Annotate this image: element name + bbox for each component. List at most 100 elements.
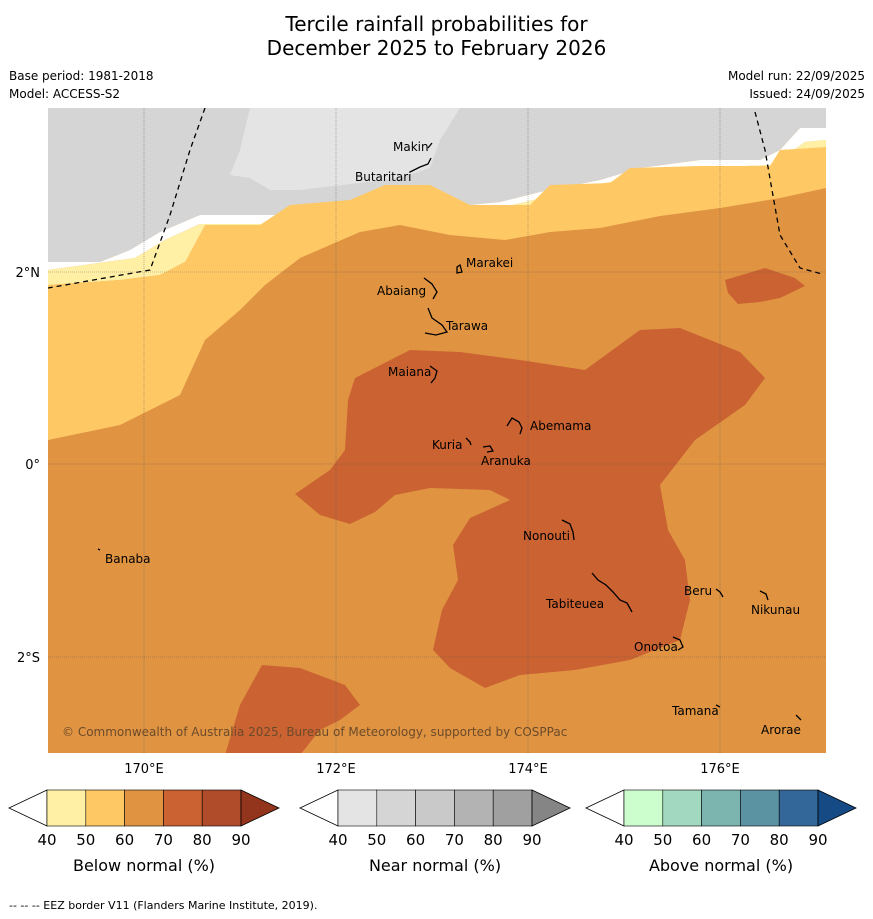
- near-colorbar-tick: 90: [522, 831, 541, 849]
- below-70-80-region-east: [725, 268, 805, 304]
- label-nikunau: Nikunau: [751, 603, 800, 617]
- beru-coast: [715, 588, 724, 598]
- abaiang-coast: [423, 277, 438, 300]
- lat-label-2n: 2°N: [16, 266, 41, 281]
- label-kuria: Kuria: [432, 438, 463, 452]
- near-colorbar-cell: [492, 789, 533, 827]
- probability-map: Makin Butaritari Marakei Abaiang Tarawa …: [48, 108, 826, 753]
- above-colorbar-under: [585, 789, 625, 827]
- near-colorbar-under: [299, 789, 339, 827]
- below-colorbar-label: Below normal (%): [73, 856, 215, 875]
- above-colorbar-tick: 80: [770, 831, 789, 849]
- tamana-coast: [715, 704, 721, 708]
- label-tabiteuea: Tabiteuea: [545, 597, 604, 611]
- below-colorbar-cell: [201, 789, 242, 827]
- near-colorbar-cell: [376, 789, 416, 827]
- near-colorbar-label: Near normal (%): [369, 856, 501, 875]
- below-70-80-region-southwest: [225, 665, 360, 753]
- above-colorbar-cell: [662, 789, 702, 827]
- eez-border-west: [48, 108, 206, 289]
- makin-coast: [427, 142, 433, 149]
- model-name: Model: ACCESS-S2: [9, 87, 121, 101]
- meta-left: Base period: 1981-2018 Model: ACCESS-S2: [9, 67, 154, 103]
- colorbar-above-normal: 40 50 60 70 80 90 Above normal (%): [585, 789, 857, 875]
- colorbar-near-normal: 40 50 60 70 80 90 Near normal (%): [299, 789, 571, 875]
- label-arorae: Arorae: [761, 723, 801, 737]
- label-aranuka: Aranuka: [481, 454, 531, 468]
- onotoa-coast: [672, 636, 684, 651]
- below-colorbar-cell: [85, 789, 125, 827]
- near-colorbar-cell: [415, 789, 455, 827]
- label-tarawa: Tarawa: [445, 319, 488, 333]
- above-colorbar-tick: 60: [692, 831, 711, 849]
- below-colorbar-tick: 50: [76, 831, 95, 849]
- lon-label-174e: 174°E: [508, 762, 548, 777]
- label-onotoa: Onotoa: [634, 640, 678, 654]
- above-colorbar-cell: [740, 789, 780, 827]
- below-colorbar-under: [8, 789, 48, 827]
- label-abaiang: Abaiang: [377, 284, 426, 298]
- below-colorbar-cell: [46, 789, 87, 827]
- label-abemama: Abemama: [530, 419, 591, 433]
- tabiteuea-coast: [591, 572, 633, 613]
- above-colorbar-cell: [623, 789, 664, 827]
- label-tamana: Tamana: [671, 704, 719, 718]
- label-beru: Beru: [684, 584, 712, 598]
- above-colorbar-tick: 90: [808, 831, 827, 849]
- below-colorbar-cell: [124, 789, 164, 827]
- banaba-coast: [97, 548, 101, 551]
- below-70-80-region-central: [295, 328, 765, 688]
- below-colorbar-tick: 60: [115, 831, 134, 849]
- map-title: Tercile rainfall probabilities for Decem…: [0, 12, 873, 60]
- near-colorbar-tick: 40: [328, 831, 347, 849]
- near-colorbar-cell: [454, 789, 494, 827]
- colorbar-below-normal: 40 50 60 70 80 90 Below normal (%): [8, 789, 280, 875]
- title-line-1: Tercile rainfall probabilities for: [285, 12, 588, 36]
- above-colorbar-cell: [778, 789, 819, 827]
- below-colorbar-cell: [163, 789, 203, 827]
- label-maiana: Maiana: [388, 365, 431, 379]
- above-colorbar-tick: 50: [653, 831, 672, 849]
- place-labels: Makin Butaritari Marakei Abaiang Tarawa …: [105, 140, 801, 737]
- butaritari-coast: [409, 157, 432, 173]
- lat-label-0: 0°: [25, 458, 40, 473]
- copyright-notice: © Commonwealth of Australia 2025, Bureau…: [62, 725, 567, 739]
- near-colorbar-cell: [337, 789, 378, 827]
- issued-date: Issued: 24/09/2025: [749, 87, 865, 101]
- below-colorbar-tick: 70: [154, 831, 173, 849]
- near-colorbar-tick: 60: [406, 831, 425, 849]
- model-run: Model run: 22/09/2025: [727, 69, 865, 83]
- lon-label-176e: 176°E: [700, 762, 740, 777]
- above-colorbar-over: [817, 789, 857, 827]
- nikunau-coast: [759, 590, 769, 601]
- above-colorbar-cell: [701, 789, 741, 827]
- lon-label-172e: 172°E: [316, 762, 356, 777]
- maiana-coast: [429, 365, 438, 384]
- kuria-coast: [465, 437, 472, 446]
- label-makin: Makin: [393, 140, 429, 154]
- white-band: [48, 128, 826, 270]
- near-colorbar-tick: 70: [445, 831, 464, 849]
- nonouti-coast: [561, 519, 575, 541]
- eez-border-east: [754, 111, 823, 275]
- label-nonouti: Nonouti: [523, 529, 570, 543]
- abemama-coast: [506, 417, 523, 435]
- marakei-coast: [456, 263, 463, 274]
- below-colorbar-tick: 90: [231, 831, 250, 849]
- island-outlines: [97, 142, 802, 721]
- label-marakei: Marakei: [466, 256, 513, 270]
- below-colorbar-tick: 40: [37, 831, 56, 849]
- label-butaritari: Butaritari: [355, 170, 412, 184]
- above-colorbar-label: Above normal (%): [649, 856, 793, 875]
- below-colorbar-tick: 80: [193, 831, 212, 849]
- meta-right: Model run: 22/09/2025 Issued: 24/09/2025: [728, 67, 865, 103]
- longitude-labels: 170°E 172°E 174°E 176°E: [124, 762, 740, 777]
- eez-footer-note: -- -- -- EEZ border V11 (Flanders Marine…: [9, 899, 318, 912]
- lat-label-2s: 2°S: [17, 651, 40, 666]
- above-colorbar-tick: 40: [614, 831, 633, 849]
- graticule: [48, 108, 826, 753]
- arorae-coast: [795, 714, 802, 721]
- base-period: Base period: 1981-2018: [9, 69, 154, 83]
- lon-label-170e: 170°E: [124, 762, 164, 777]
